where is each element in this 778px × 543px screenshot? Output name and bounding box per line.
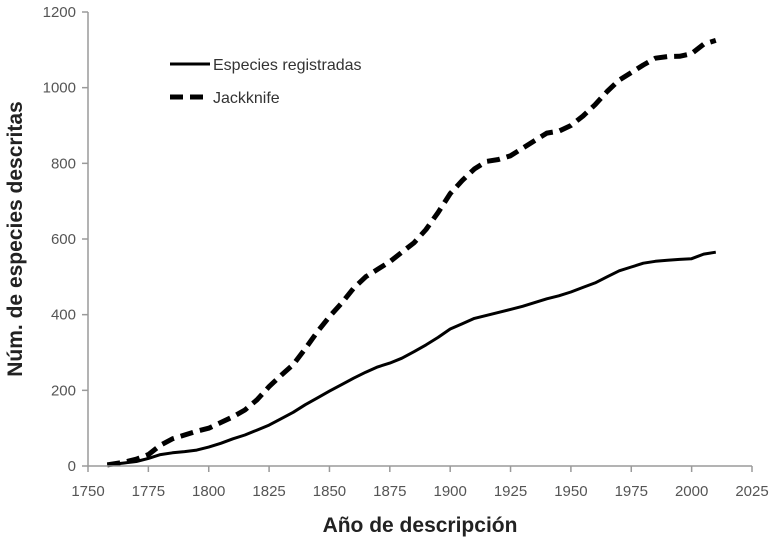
y-tick-label: 400: [51, 307, 76, 324]
x-tick-label: 1850: [313, 483, 346, 500]
legend-label: Jackknife: [213, 90, 280, 107]
ticks: 0 200 400 600 800 1000 1200 1750 1775 1800 1825 185…: [43, 4, 769, 500]
x-axis-title: Año de descripción: [323, 514, 518, 537]
x-tick-label: 1875: [373, 483, 406, 500]
y-tick-label: 1000: [43, 80, 76, 97]
x-tick-label: 2025: [735, 483, 768, 500]
series-line-especies-registradas: [107, 250, 717, 467]
x-tick-label: 1925: [494, 483, 527, 500]
x-tick-label: 1800: [192, 483, 225, 500]
y-tick-label: 800: [51, 155, 76, 172]
legend-label: Especies registradas: [213, 57, 362, 74]
x-tick-label: 1775: [132, 483, 165, 500]
x-tick-label: 1750: [71, 483, 104, 500]
x-tick-label: 1900: [433, 483, 466, 500]
y-tick-label: 200: [51, 382, 76, 399]
legend: Especies registradas Jackknife: [170, 57, 362, 107]
series-line-jackknife: [106, 38, 717, 468]
y-tick-label: 1200: [43, 4, 76, 21]
y-tick-label: 0: [68, 458, 76, 475]
axes: [87, 12, 752, 467]
x-tick-label: 1950: [554, 483, 587, 500]
x-tick-label: 1975: [615, 483, 648, 500]
plot-area: [106, 38, 717, 468]
x-tick-label: 1825: [252, 483, 285, 500]
x-tick-label: 2000: [675, 483, 708, 500]
y-axis-title: Núm. de especies descritas: [4, 101, 27, 376]
y-tick-label: 600: [51, 231, 76, 248]
